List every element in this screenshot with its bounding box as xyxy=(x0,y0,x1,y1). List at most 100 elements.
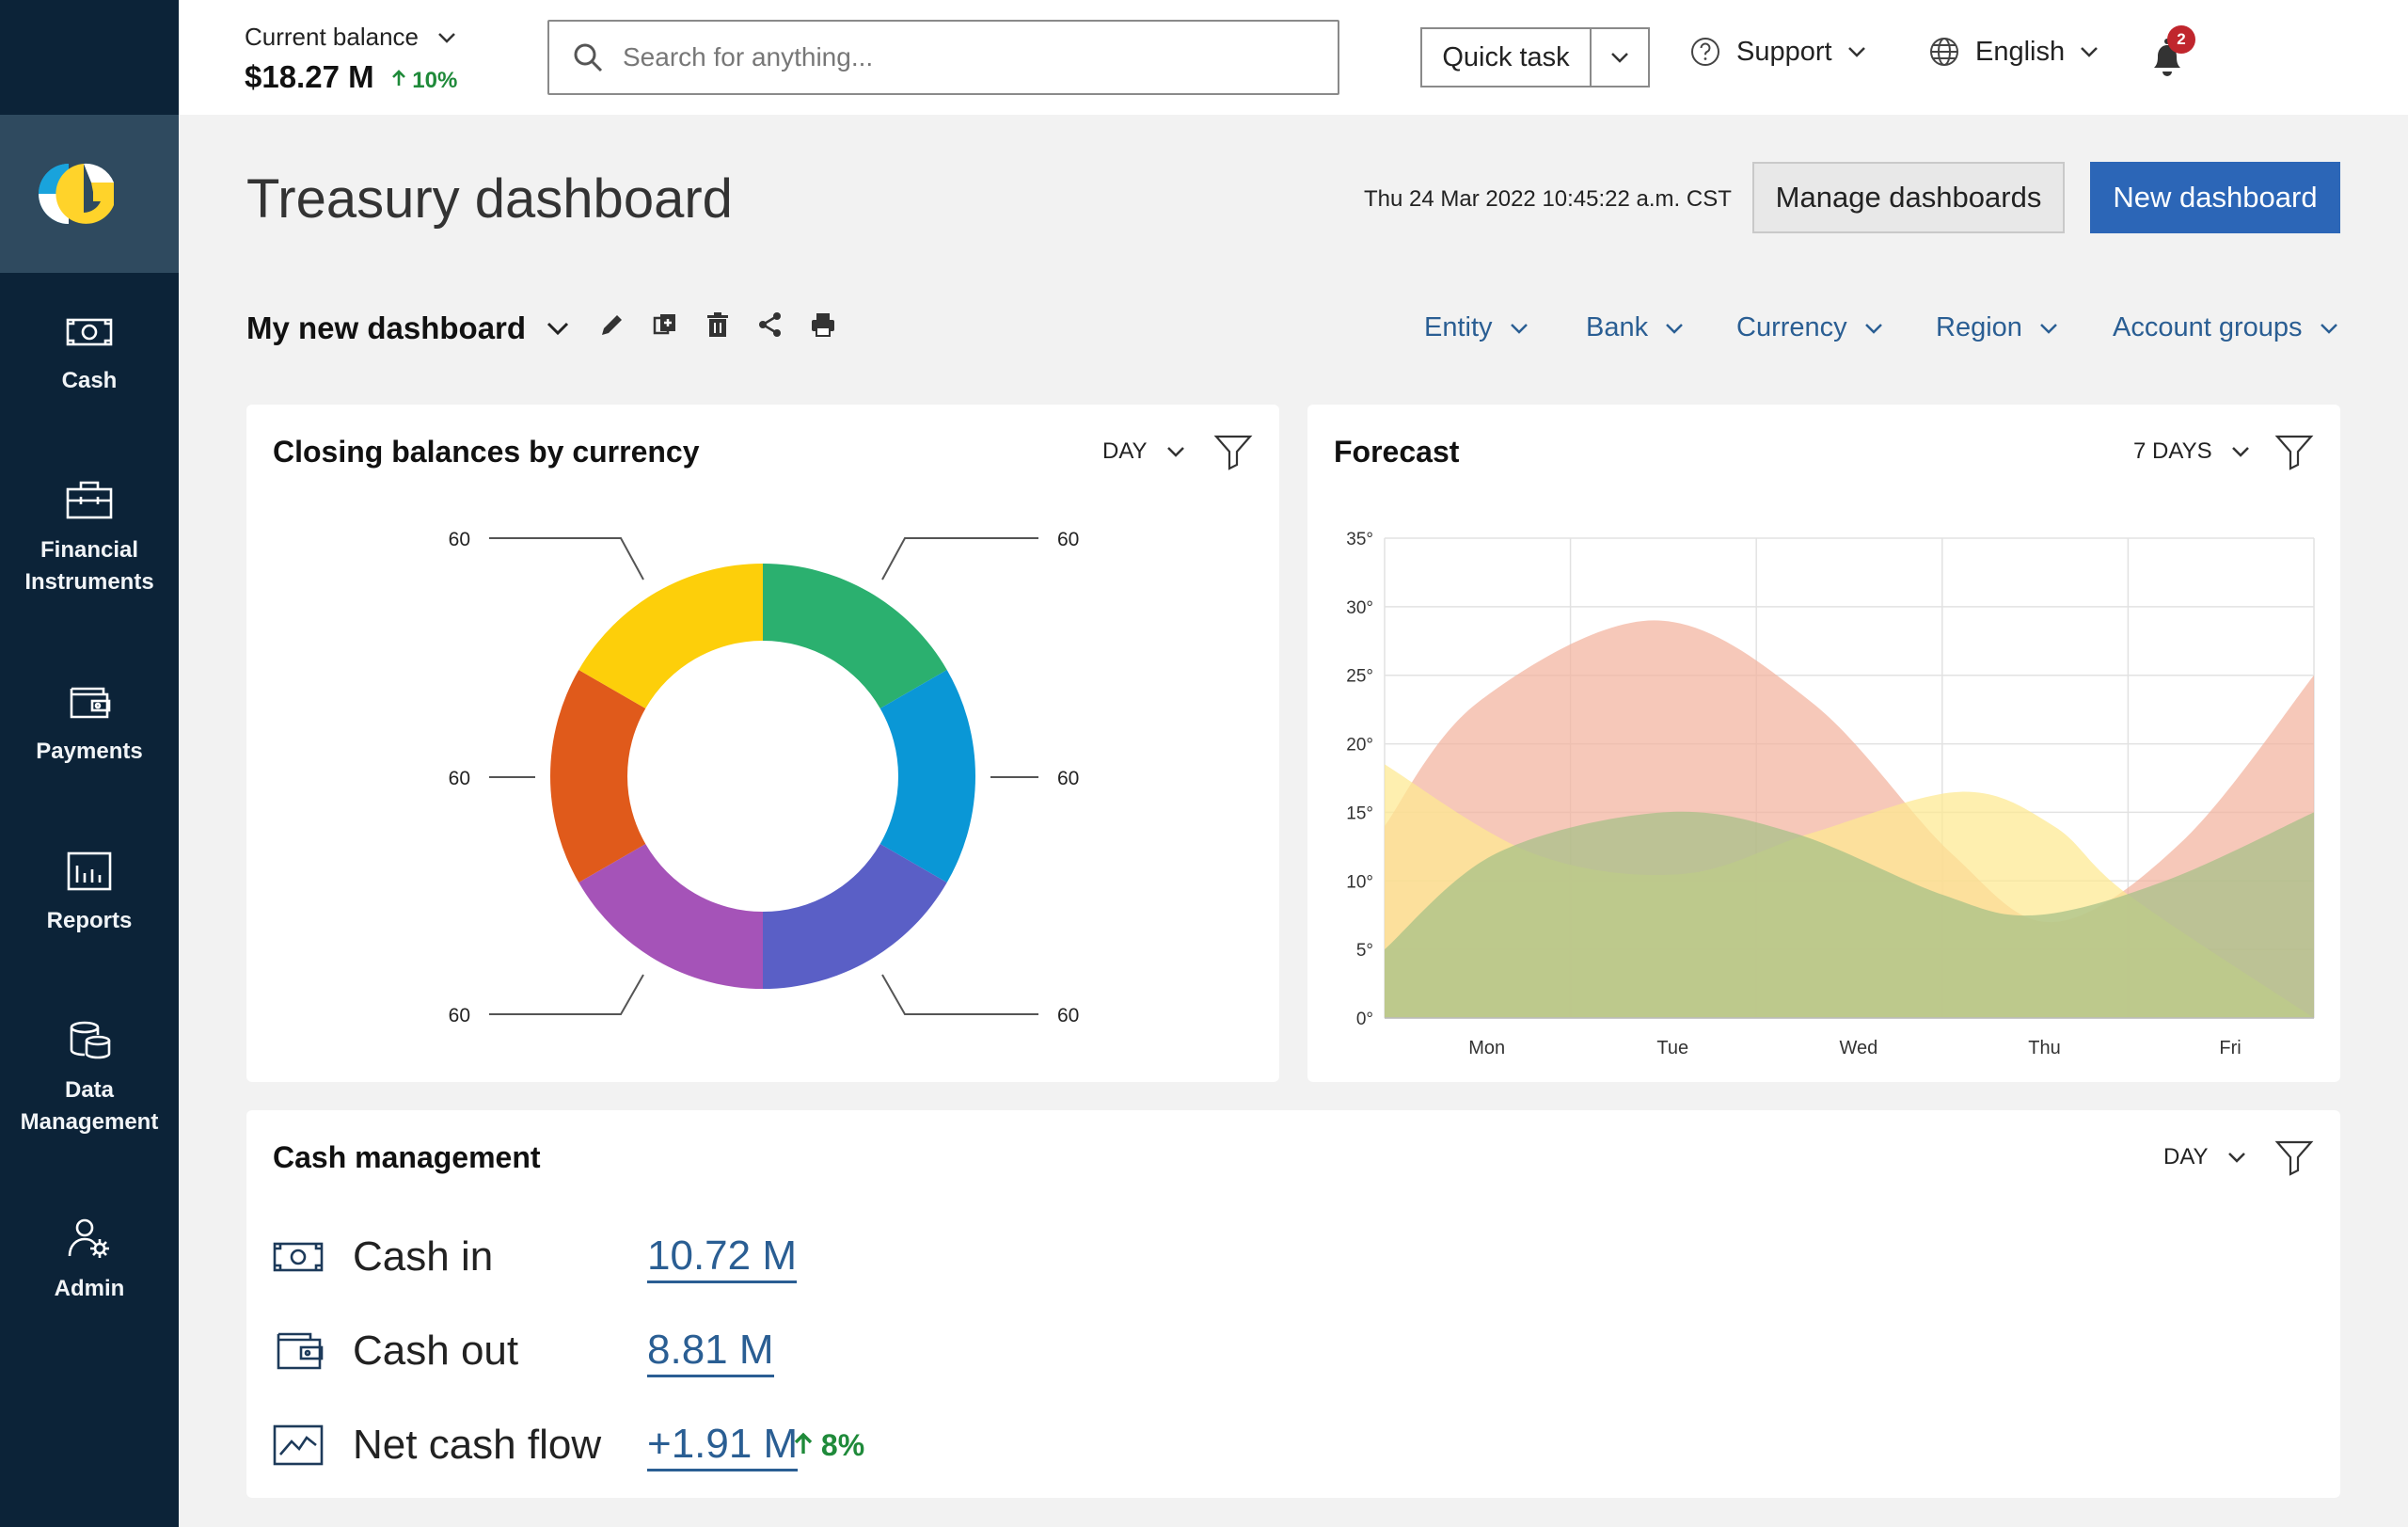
current-balance[interactable]: Current balance $18.27 M 10% xyxy=(245,23,457,95)
donut-slice[interactable] xyxy=(763,844,947,989)
user-gear-icon xyxy=(68,1218,109,1258)
dashboard-name: My new dashboard xyxy=(246,310,527,345)
closing-balances-card: Closing balances by currency DAY 60 60 60 6… xyxy=(246,405,1279,1082)
new-dashboard-button[interactable]: New dashboard xyxy=(2090,162,2340,233)
dashboard-tools xyxy=(598,310,837,339)
sidebar-item-data-management[interactable]: Data Management xyxy=(0,1018,179,1138)
donut-slice[interactable] xyxy=(578,564,763,708)
forecast-area-chart: 0° 5° 10° 15° 20° 25° 30° 35° Mon Tue Wed Thu Fri xyxy=(1346,530,2315,1058)
period-selector[interactable]: DAY xyxy=(2163,1144,2246,1170)
card-title: Cash management xyxy=(273,1140,541,1174)
sidebar-item-admin[interactable]: Admin xyxy=(0,1217,179,1305)
filter-currency[interactable]: Currency xyxy=(1736,312,1883,343)
topbar: Current balance $18.27 M 10% Quick task … xyxy=(179,0,2408,115)
forecast-card: Forecast 7 DAYS 0° 5° 10° 15° 20° 25° 30° 35° Mo… xyxy=(1307,405,2340,1082)
period-label: 7 DAYS xyxy=(2133,438,2212,464)
cash-in-label: Cash in xyxy=(353,1233,494,1280)
slice-label: 60 xyxy=(1057,1005,1079,1026)
chevron-down-icon xyxy=(2231,447,2249,457)
briefcase-icon xyxy=(66,481,113,519)
edit-icon[interactable] xyxy=(598,310,626,339)
chevron-down-icon xyxy=(2040,323,2057,334)
y-tick-label: 10° xyxy=(1346,872,1373,892)
filter-icon[interactable] xyxy=(2274,1138,2314,1176)
x-tick-label: Thu xyxy=(2028,1038,2060,1058)
trash-icon[interactable] xyxy=(704,310,732,339)
y-tick-label: 20° xyxy=(1346,736,1373,756)
x-tick-label: Fri xyxy=(2219,1038,2241,1058)
chevron-down-icon xyxy=(2320,323,2337,334)
sidebar-item-cash[interactable]: Cash xyxy=(0,309,179,397)
dashboard-selector[interactable]: My new dashboard xyxy=(246,310,569,346)
y-tick-label: 0° xyxy=(1356,1010,1373,1029)
filter-region[interactable]: Region xyxy=(1936,312,2058,343)
manage-dashboards-button[interactable]: Manage dashboards xyxy=(1752,162,2065,233)
leader-line xyxy=(489,537,644,581)
chevron-down-icon xyxy=(1847,47,1865,57)
y-tick-label: 25° xyxy=(1346,667,1373,687)
filter-label: Region xyxy=(1936,312,2022,342)
sidebar-item-label: Admin xyxy=(54,1276,125,1301)
search-box[interactable] xyxy=(547,20,1339,95)
quick-task-dropdown[interactable] xyxy=(1592,29,1648,86)
cash-out-row: Cash out 8.81 M xyxy=(273,1327,774,1377)
donut-slice[interactable] xyxy=(879,670,975,883)
filter-label: Currency xyxy=(1736,312,1847,342)
print-icon[interactable] xyxy=(809,310,837,339)
filter-icon[interactable] xyxy=(2274,433,2314,470)
x-tick-label: Wed xyxy=(1839,1038,1877,1058)
wallet-icon xyxy=(70,687,111,719)
area-series[interactable] xyxy=(1385,811,2314,1018)
globe-icon xyxy=(1930,38,1958,66)
period-selector[interactable]: 7 DAYS xyxy=(2133,438,2250,465)
chevron-down-icon xyxy=(1510,323,1528,334)
cash-management-card: Cash management DAY Cash in 10.72 M Cash… xyxy=(246,1110,2340,1498)
quick-task-split-button: Quick task xyxy=(1420,27,1650,87)
filter-entity[interactable]: Entity xyxy=(1424,312,1529,343)
cash-out-value[interactable]: 8.81 M xyxy=(647,1326,774,1377)
donut-slice[interactable] xyxy=(578,844,763,989)
search-input[interactable] xyxy=(623,42,1300,72)
app-logo[interactable] xyxy=(0,115,179,273)
filter-account-groups[interactable]: Account groups xyxy=(2113,312,2338,343)
chevron-down-icon xyxy=(2081,47,2099,57)
cash-in-value[interactable]: 10.72 M xyxy=(647,1232,797,1283)
duplicate-icon[interactable] xyxy=(651,310,679,339)
period-selector[interactable]: DAY xyxy=(1102,438,1185,465)
x-tick-label: Tue xyxy=(1656,1038,1688,1058)
cash-icon xyxy=(273,1242,324,1272)
donut-slice[interactable] xyxy=(550,670,646,883)
share-icon[interactable] xyxy=(756,310,784,339)
support-menu[interactable]: Support xyxy=(1689,36,1866,68)
y-tick-label: 35° xyxy=(1346,530,1373,549)
sidebar-item-payments[interactable]: Payments xyxy=(0,679,179,768)
net-cash-flow-label: Net cash flow xyxy=(353,1422,602,1468)
language-menu[interactable]: English xyxy=(1928,36,2099,68)
y-tick-label: 5° xyxy=(1356,941,1373,961)
chevron-down-icon xyxy=(2227,1153,2245,1163)
arrow-up-icon xyxy=(391,70,405,86)
chevron-down-icon xyxy=(1864,323,1882,334)
database-icon xyxy=(70,1021,111,1059)
sidebar-item-label: Financial Instruments xyxy=(24,537,154,595)
chevron-down-icon xyxy=(1166,447,1184,457)
notification-badge: 2 xyxy=(2167,25,2195,54)
filter-bank[interactable]: Bank xyxy=(1586,312,1684,343)
filter-icon[interactable] xyxy=(1213,433,1253,470)
line-chart-icon xyxy=(273,1424,324,1466)
bar-report-icon xyxy=(67,851,112,891)
donut-slice[interactable] xyxy=(763,564,947,708)
net-cash-flow-value[interactable]: +1.91 M xyxy=(647,1420,799,1471)
balance-label: Current balance xyxy=(245,23,419,51)
slice-label: 60 xyxy=(1057,529,1079,550)
slice-label: 60 xyxy=(449,1005,470,1026)
language-label: English xyxy=(1975,36,2066,67)
wallet-icon xyxy=(277,1332,324,1370)
sidebar-item-label: Payments xyxy=(36,739,143,764)
quick-task-button[interactable]: Quick task xyxy=(1422,29,1592,86)
sidebar-item-label: Reports xyxy=(46,908,133,933)
search-icon xyxy=(574,43,603,72)
sidebar-item-reports[interactable]: Reports xyxy=(0,849,179,937)
card-title: Closing balances by currency xyxy=(273,435,700,469)
sidebar-item-financial-instruments[interactable]: Financial Instruments xyxy=(0,478,179,598)
